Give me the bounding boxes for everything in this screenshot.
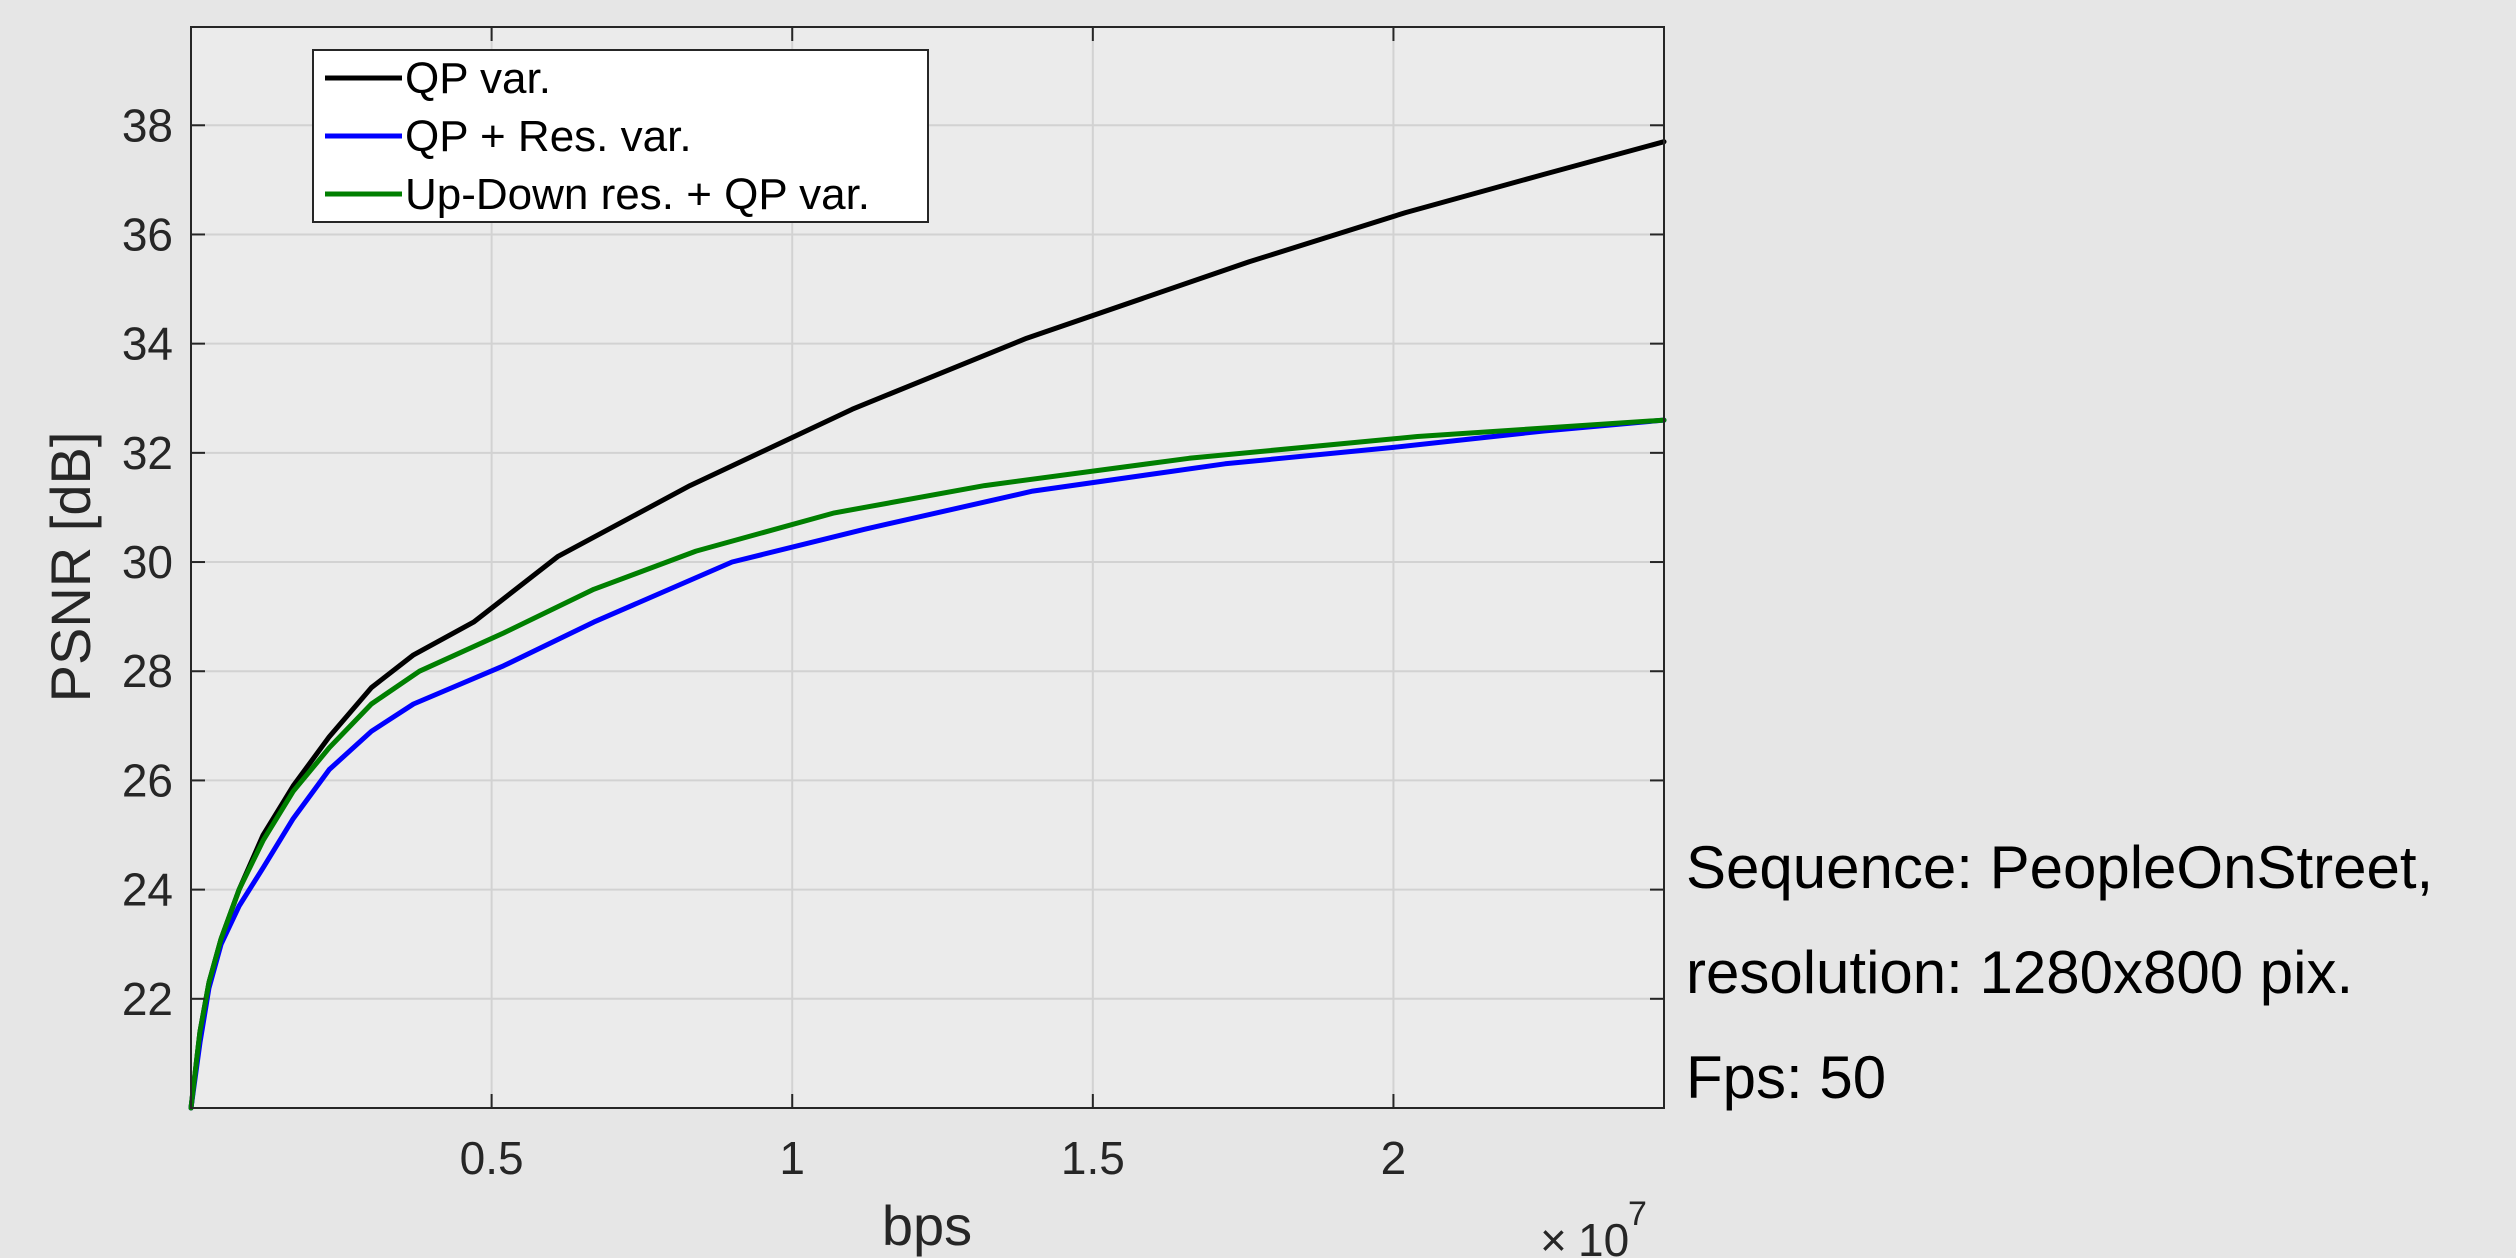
y-tick-label: 28 [122, 645, 173, 697]
y-tick-label: 26 [122, 754, 173, 806]
legend-label: QP var. [405, 54, 551, 103]
legend-label: Up-Down res. + QP var. [405, 170, 870, 219]
y-tick-label: 34 [122, 318, 173, 370]
x-axis-exponent: × 10 7 [1540, 1195, 1647, 1258]
legend-box [312, 49, 929, 223]
legend: QP var. QP + Res. var. Up-Down res. + QP… [312, 49, 929, 223]
annotation-sequence: Sequence: PeopleOnStreet, [1686, 834, 2434, 901]
legend-entry: QP var. [325, 54, 551, 103]
y-tick-label: 24 [122, 864, 173, 916]
plot-frame [190, 26, 1665, 1109]
y-tick-label: 36 [122, 208, 173, 260]
annotation-resolution: resolution: 1280x800 pix. [1686, 939, 2354, 1006]
x-tick-label: 1 [779, 1132, 805, 1184]
y-tick-label: 30 [122, 536, 173, 588]
annotation-fps: Fps: 50 [1686, 1044, 1887, 1111]
legend-label: QP + Res. var. [405, 112, 692, 161]
legend-entry: QP + Res. var. [325, 112, 692, 161]
x-exponent-power: 7 [1628, 1195, 1647, 1233]
x-tick-label: 0.5 [460, 1132, 524, 1184]
legend-entry: Up-Down res. + QP var. [325, 170, 870, 219]
y-axis-label: PSNR [dB] [39, 432, 102, 703]
x-tick-label: 2 [1381, 1132, 1407, 1184]
x-exponent-times-sign: × [1540, 1214, 1567, 1258]
x-axis-label: bps [882, 1194, 972, 1257]
sequence-annotation: Sequence: PeopleOnStreet, resolution: 12… [1686, 815, 2433, 1130]
x-exponent-base: 10 [1578, 1214, 1629, 1258]
y-tick-label: 22 [122, 973, 173, 1025]
x-tick-label: 1.5 [1061, 1132, 1125, 1184]
y-tick-label: 38 [122, 99, 173, 151]
series-line-2 [188, 417, 1667, 1111]
series-lines [188, 139, 1667, 1111]
y-tick-label: 32 [122, 427, 173, 479]
grid [191, 27, 1664, 1108]
